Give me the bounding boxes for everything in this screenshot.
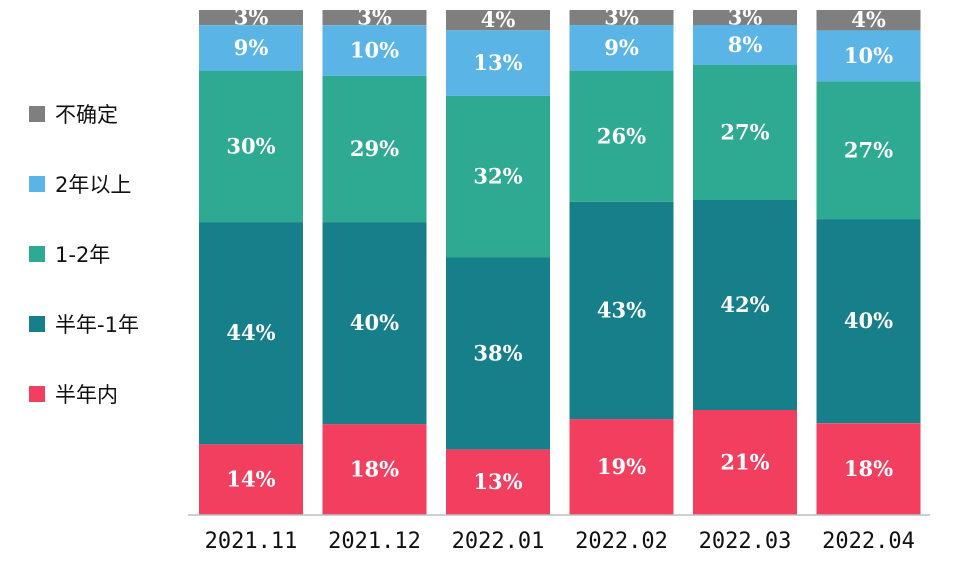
bar-segment xyxy=(199,222,303,445)
bar-segment xyxy=(446,257,550,450)
data-label: 38% xyxy=(473,340,522,365)
legend-swatch xyxy=(29,176,45,192)
data-label: 18% xyxy=(844,456,893,481)
bar-segment xyxy=(569,25,674,71)
bar-segment xyxy=(693,65,797,200)
bar-segment xyxy=(199,10,303,26)
data-label: 32% xyxy=(473,164,522,189)
bar-segment xyxy=(569,419,674,516)
legend-label: 半年-1年 xyxy=(55,313,139,337)
bar-segment xyxy=(199,25,303,71)
bar-segment xyxy=(816,10,921,31)
legend-swatch xyxy=(29,106,45,122)
data-label: 27% xyxy=(720,120,769,145)
bar-segment xyxy=(446,30,550,96)
bar-segment xyxy=(816,219,921,424)
bar-segment xyxy=(569,10,674,26)
bar-segment xyxy=(322,10,427,26)
data-label: 8% xyxy=(728,32,763,57)
bar-segment xyxy=(816,423,921,515)
bar-segment xyxy=(816,81,921,220)
bar-segment xyxy=(199,70,303,223)
bar-segment xyxy=(569,70,674,202)
legend-label: 半年内 xyxy=(55,383,118,407)
data-label: 4% xyxy=(481,7,516,32)
data-label: 4% xyxy=(851,7,886,32)
data-label: 9% xyxy=(604,35,639,60)
x-tick-label: 2022.01 xyxy=(452,529,545,554)
legend-swatch xyxy=(29,246,45,262)
bar-segment xyxy=(446,95,550,258)
legend-label: 2年以上 xyxy=(55,173,131,197)
data-label: 3% xyxy=(357,5,392,30)
data-label: 44% xyxy=(226,320,275,345)
legend-swatch xyxy=(29,386,45,402)
data-label: 30% xyxy=(226,133,275,158)
data-label: 10% xyxy=(844,43,893,68)
data-label: 3% xyxy=(728,5,763,30)
x-tick-label: 2021.11 xyxy=(205,529,298,554)
bar-segment xyxy=(816,30,921,82)
data-label: 40% xyxy=(844,308,893,333)
data-label: 42% xyxy=(720,292,769,317)
data-label: 27% xyxy=(844,137,893,162)
data-label: 18% xyxy=(350,457,399,482)
legend-label: 1-2年 xyxy=(55,243,110,267)
legend-label: 不确定 xyxy=(55,103,118,127)
data-label: 43% xyxy=(597,298,646,323)
data-label: 13% xyxy=(473,469,522,494)
bar-segment xyxy=(446,10,550,31)
bar-segment xyxy=(446,449,550,516)
data-label: 3% xyxy=(604,5,639,30)
x-tick-label: 2022.04 xyxy=(822,529,915,554)
data-label: 3% xyxy=(234,5,269,30)
x-tick-label: 2022.03 xyxy=(699,529,792,554)
data-label: 19% xyxy=(597,454,646,479)
data-label: 40% xyxy=(350,310,399,335)
legend-swatch xyxy=(29,316,45,332)
bars-layer: 14% 44% 30% 9% 3% 18% 40% 29% 10% 3% 13% 38% 32% 13% 4… xyxy=(199,5,921,516)
data-label: 14% xyxy=(226,467,275,492)
bar-segment xyxy=(693,25,797,65)
data-label: 26% xyxy=(597,123,646,148)
x-tick-labels: 2021.11 2021.12 2022.01 2022.02 2022.03 2022.… xyxy=(205,529,915,554)
data-label: 21% xyxy=(720,450,769,475)
bar-segment xyxy=(569,201,674,420)
x-tick-label: 2022.02 xyxy=(575,529,668,554)
bar-segment xyxy=(693,410,797,515)
x-tick-label: 2021.12 xyxy=(328,529,421,554)
data-label: 9% xyxy=(234,35,269,60)
data-label: 29% xyxy=(350,136,399,161)
data-label: 13% xyxy=(473,50,522,75)
data-label: 10% xyxy=(350,37,399,62)
bar-segment xyxy=(322,424,427,515)
bar-segment xyxy=(322,222,427,425)
bar-segment xyxy=(322,25,427,76)
bar-segment xyxy=(199,444,303,515)
bar-segment xyxy=(693,200,797,410)
bar-segment xyxy=(693,10,797,25)
bar-segment xyxy=(322,75,427,223)
